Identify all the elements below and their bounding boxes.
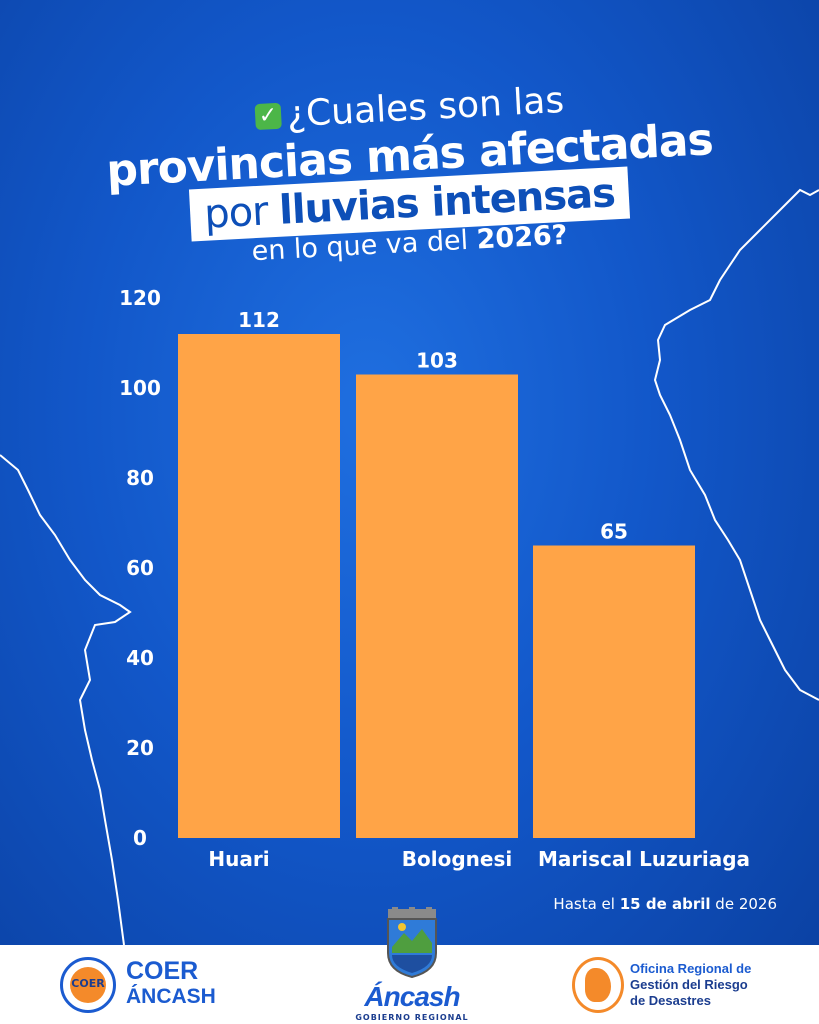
ogrd-line-3: de Desastres (630, 993, 711, 1008)
coer-logo: COER COER ÁNCASH (60, 955, 220, 1015)
ancash-logo: Áncash GOBIERNO REGIONAL (352, 907, 472, 1024)
coer-badge-icon: COER (60, 957, 116, 1013)
y-tick-label: 20 (126, 736, 154, 760)
bar (356, 374, 518, 838)
bar-value-label: 103 (416, 349, 458, 373)
ogrd-line-1: Oficina Regional de (630, 961, 752, 976)
ogrd-badge-icon (572, 957, 624, 1013)
y-tick-label: 0 (133, 826, 147, 850)
ancash-sub: GOBIERNO REGIONAL (355, 1013, 469, 1022)
coer-badge-label: COER (71, 977, 105, 990)
ancash-name: Áncash (364, 981, 460, 1012)
bar-value-label: 112 (238, 308, 280, 332)
x-category-label: Huari (208, 847, 269, 871)
coer-sub: ÁNCASH (126, 985, 216, 1008)
ogrd-logo: Oficina Regional de Gestión del Riesgo d… (572, 955, 792, 1015)
footer: COER COER ÁNCASH Áncash GOBIERNO REGIONA… (0, 907, 819, 1024)
coer-name: COER (126, 957, 199, 985)
date-note-bold: 15 de abril (619, 895, 711, 913)
x-category-label: Bolognesi (402, 847, 512, 871)
y-tick-label: 80 (126, 466, 154, 490)
y-tick-label: 120 (119, 286, 161, 310)
date-note: Hasta el 15 de abril de 2026 (553, 895, 777, 913)
map-outline-background (0, 0, 819, 945)
coat-of-arms-icon (387, 907, 437, 979)
date-note-suffix: de 2026 (715, 895, 777, 913)
bar-chart: 0 20 40 60 80 100 120 112 Huari 103 Bolognesi 65 Mar… (119, 286, 750, 871)
ogrd-line-2: Gestión del Riesgo (630, 977, 748, 992)
date-note-prefix: Hasta el (553, 895, 615, 913)
x-category-label: Mariscal Luzuriaga (538, 847, 750, 871)
y-tick-label: 100 (119, 376, 161, 400)
bar (533, 545, 695, 838)
bar (178, 334, 340, 838)
bar-value-label: 65 (600, 520, 628, 544)
y-tick-label: 60 (126, 556, 154, 580)
y-tick-label: 40 (126, 646, 154, 670)
